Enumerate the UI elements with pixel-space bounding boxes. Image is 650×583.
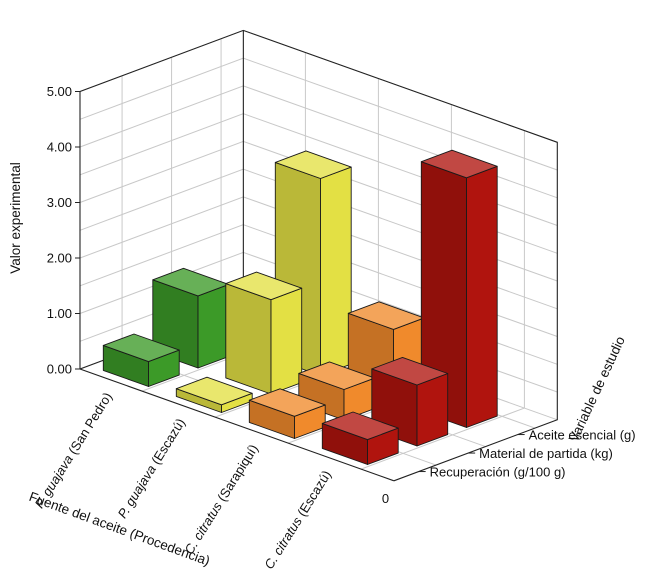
category-place: (San Pedro): [63, 390, 115, 460]
category-species: P. guajava: [115, 462, 159, 521]
bar-top-face: [102, 333, 180, 363]
bar: [175, 376, 253, 413]
z-gridline: [79, 57, 558, 171]
bar-side-face: [270, 287, 303, 395]
category-tick-label: C. citratus (Escazú): [261, 468, 334, 572]
bar-side-face: [416, 373, 449, 447]
bar-front-face: [225, 283, 272, 395]
bar-top-face: [248, 388, 326, 417]
bar: [298, 361, 376, 421]
z-tick-label: 0.00: [47, 362, 72, 377]
z-tick-label: 3.00: [47, 195, 72, 210]
category-place: (Escazú): [292, 468, 334, 523]
bar: [321, 411, 399, 465]
category-tick-label: C. citratus (Sarapiquí): [181, 442, 261, 557]
z-tick-label: 2.00: [47, 251, 72, 266]
bar-side-face: [466, 165, 498, 428]
bar: [248, 388, 326, 439]
bar-side-face: [320, 166, 352, 376]
x-axis-title: Fuente del aceite (Procedencia): [27, 489, 212, 569]
bar-top-face: [225, 271, 303, 301]
bar-top-face: [321, 411, 399, 441]
category-place: (Escazú): [146, 416, 188, 471]
bar-side-face: [197, 283, 230, 369]
z-tick-label: 5.00: [47, 84, 72, 99]
z-tick-label: 4.00: [47, 140, 72, 155]
bar: [225, 271, 303, 395]
bar-top-face: [274, 150, 352, 179]
bar-top-face: [175, 376, 253, 406]
bar: [102, 333, 180, 387]
bar-top-face: [420, 149, 498, 179]
bars-layer: [102, 149, 498, 465]
corner-label: 0: [382, 491, 389, 506]
category-place: (Sarapiquí): [212, 442, 261, 508]
z-axis-title: Valor experimental: [8, 162, 23, 274]
category-species: C. citratus: [261, 514, 305, 572]
series-tick-label: Aceite esencial (g): [529, 428, 636, 443]
axis-frame-back: [79, 29, 558, 482]
bar-top-face: [371, 356, 449, 386]
series-tick-label: Recuperación (g/100 g): [430, 465, 566, 480]
bar: [420, 149, 498, 428]
category-tick-label: P. guajava (Escazú): [115, 416, 188, 521]
z-gridline: [79, 29, 558, 143]
z-tick-label: 1.00: [47, 306, 72, 321]
series-tick-label: Material de partida (kg): [479, 446, 613, 461]
floor-gridline: [360, 407, 525, 470]
